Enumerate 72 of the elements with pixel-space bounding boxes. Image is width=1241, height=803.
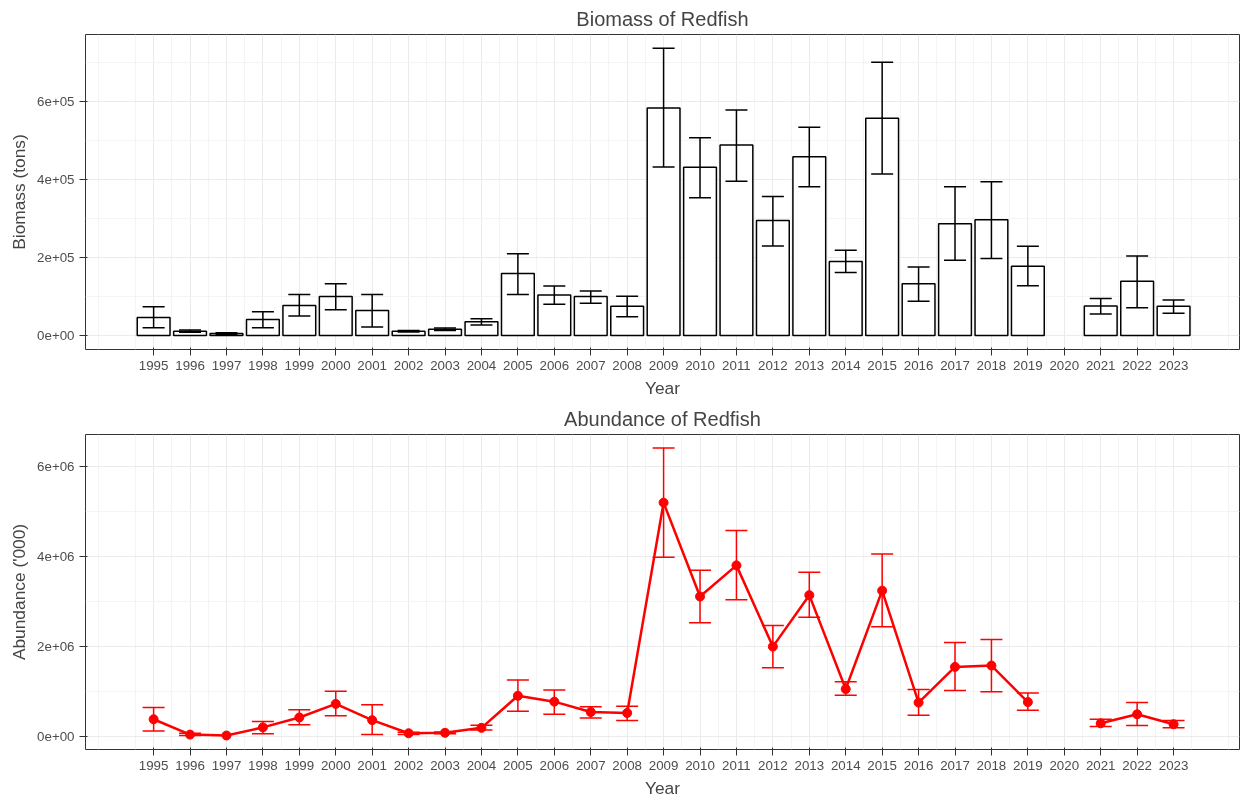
x-tick-label: 2003 <box>430 757 460 773</box>
y-axis-title: Biomass (tons) <box>9 134 30 250</box>
x-tick-label: 2019 <box>1013 757 1043 773</box>
x-tick-label: 2023 <box>1158 357 1189 373</box>
x-tick-label: 2013 <box>794 357 825 373</box>
x-axis-title: Year <box>644 377 681 398</box>
x-tick-label: 2011 <box>722 357 751 373</box>
x-tick-label: 2019 <box>1013 357 1043 373</box>
x-tick-label: 1996 <box>175 357 205 373</box>
x-axis-title: Year <box>644 777 681 798</box>
x-tick-label: 2005 <box>503 757 533 773</box>
y-axis-title: Abundance ('000) <box>9 523 30 661</box>
y-tick-label: 4e+05 <box>37 172 75 188</box>
x-tick-label: 2003 <box>430 357 460 373</box>
x-tick-label: 2023 <box>1158 757 1189 773</box>
x-tick-label: 2006 <box>539 357 570 373</box>
x-tick-label: 2017 <box>940 757 970 773</box>
x-tick-label: 2011 <box>722 757 751 773</box>
x-tick-label: 2008 <box>612 357 642 373</box>
x-tick-label: 2009 <box>648 757 679 773</box>
x-tick-label: 2002 <box>393 357 424 373</box>
x-tick-label: 2020 <box>1049 357 1080 373</box>
x-tick-label: 2017 <box>940 357 970 373</box>
x-tick-label: 2014 <box>830 357 862 373</box>
y-tick-label: 0e+00 <box>37 327 75 343</box>
x-tick-label: 2000 <box>320 357 351 373</box>
x-tick-label: 2020 <box>1049 757 1080 773</box>
x-tick-label: 1999 <box>284 757 315 773</box>
y-tick-label: 2e+06 <box>37 639 75 655</box>
y-tick-label: 6e+05 <box>37 94 75 110</box>
x-tick-label: 1995 <box>138 757 169 773</box>
x-tick-label: 2016 <box>903 757 934 773</box>
x-tick-label: 2014 <box>830 757 862 773</box>
x-tick-label: 2000 <box>320 757 351 773</box>
x-tick-label: 2009 <box>648 357 679 373</box>
y-tick-label: 0e+00 <box>37 729 75 745</box>
x-tick-label: 2004 <box>466 757 497 773</box>
x-tick-label: 2001 <box>357 757 388 773</box>
x-tick-label: 2021 <box>1085 757 1116 773</box>
x-tick-label: 1997 <box>211 357 242 373</box>
x-tick-label: 1999 <box>284 357 315 373</box>
x-tick-label: 1995 <box>138 357 169 373</box>
x-tick-label: 2005 <box>503 357 533 373</box>
x-tick-label: 2002 <box>393 757 424 773</box>
x-tick-label: 2018 <box>976 357 1007 373</box>
x-tick-label: 2015 <box>867 757 897 773</box>
x-tick-label: 1996 <box>175 757 205 773</box>
x-tick-label: 2015 <box>867 357 897 373</box>
x-tick-label: 2001 <box>357 357 388 373</box>
x-tick-label: 2021 <box>1085 357 1116 373</box>
x-tick-label: 2022 <box>1122 357 1152 373</box>
x-tick-label: 1997 <box>211 757 242 773</box>
x-tick-label: 2022 <box>1122 757 1152 773</box>
y-tick-label: 4e+06 <box>37 548 75 564</box>
x-tick-label: 2013 <box>794 757 825 773</box>
y-tick-label: 2e+05 <box>37 250 75 266</box>
x-tick-label: 2018 <box>976 757 1007 773</box>
x-tick-label: 1998 <box>248 357 278 373</box>
x-tick-label: 2012 <box>758 357 788 373</box>
y-tick-label: 6e+06 <box>37 458 75 474</box>
x-tick-label: 2004 <box>466 357 497 373</box>
x-tick-label: 2006 <box>539 757 570 773</box>
chart-title: Abundance of Redfish <box>564 407 761 430</box>
x-tick-label: 2012 <box>758 757 788 773</box>
chart-title: Biomass of Redfish <box>576 7 749 30</box>
x-tick-label: 2010 <box>685 357 715 373</box>
x-tick-label: 1998 <box>248 757 278 773</box>
x-tick-label: 2010 <box>685 757 715 773</box>
x-tick-label: 2016 <box>903 357 934 373</box>
x-tick-label: 2007 <box>575 357 606 373</box>
x-tick-label: 2007 <box>575 757 606 773</box>
x-tick-label: 2008 <box>612 757 642 773</box>
